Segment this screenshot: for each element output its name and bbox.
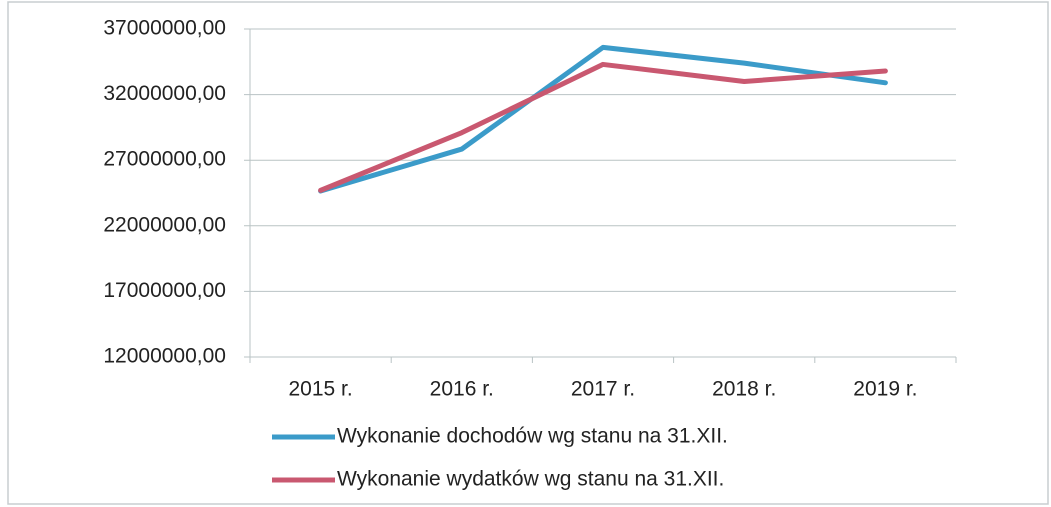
y-tick-label: 12000000,00	[103, 345, 226, 368]
y-tick-label: 17000000,00	[103, 279, 226, 302]
x-tick-label: 2019 r.	[853, 378, 917, 401]
y-tick-label: 37000000,00	[103, 17, 226, 40]
series-line	[318, 61, 888, 193]
y-tick-label: 27000000,00	[103, 148, 226, 171]
legend-label: Wykonanie dochodów wg stanu na 31.XII.	[337, 425, 728, 448]
y-tick-label: 32000000,00	[103, 82, 226, 105]
legend-label: Wykonanie wydatków wg stanu na 31.XII.	[337, 468, 724, 491]
x-tick-label: 2017 r.	[571, 378, 635, 401]
chart-border	[7, 1, 1049, 505]
x-tick-label: 2015 r.	[288, 378, 352, 401]
y-tick-label: 22000000,00	[103, 213, 226, 236]
series-line	[318, 44, 888, 194]
x-tick-label: 2018 r.	[712, 378, 776, 401]
x-tick-label: 2016 r.	[430, 378, 494, 401]
